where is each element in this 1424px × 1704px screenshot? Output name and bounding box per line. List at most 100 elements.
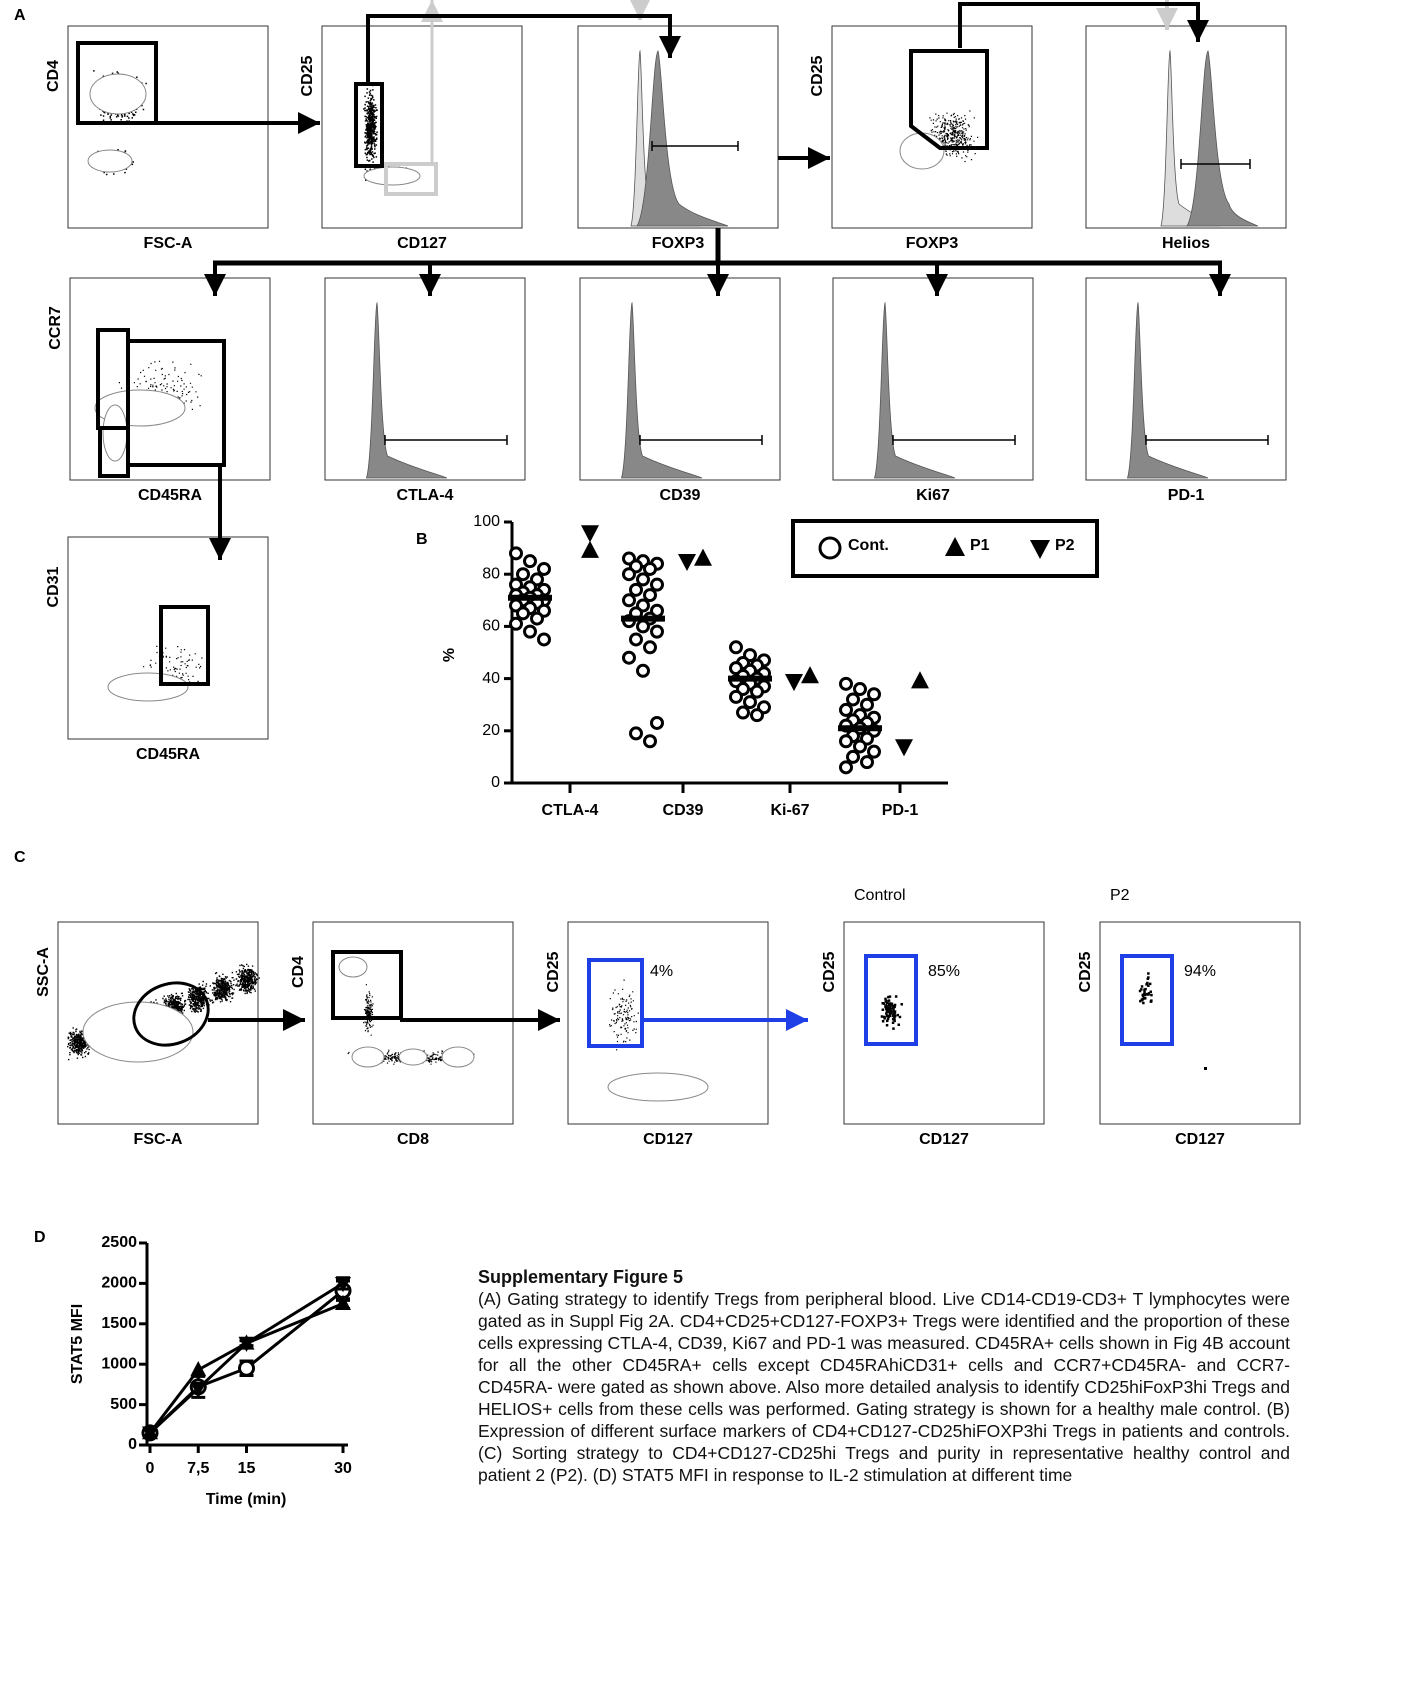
data-point: [636, 619, 650, 634]
data-point: [895, 739, 913, 757]
plot-frame: [67, 536, 269, 740]
histogram: [1186, 50, 1259, 227]
gate-label: 85%: [928, 963, 960, 980]
data-point: [650, 624, 664, 639]
x-axis-label: FSC-A: [134, 1131, 183, 1148]
data-point: [335, 1277, 351, 1293]
contour: [441, 1046, 475, 1068]
data-point: [867, 687, 881, 702]
data-point: [636, 663, 650, 678]
y-tick-label: 40: [482, 670, 500, 687]
arrow-head: [283, 1009, 305, 1031]
y-tick-label: 0: [491, 774, 500, 791]
y-tick-label: 2000: [101, 1275, 137, 1292]
data-point: [643, 561, 657, 576]
data-point: [622, 650, 636, 665]
x-axis-label: FSC-A: [144, 235, 193, 252]
gate-label: 4%: [650, 963, 673, 980]
contour: [102, 404, 128, 462]
legend-label: Cont.: [848, 537, 889, 554]
events: [363, 84, 378, 167]
data-point: [839, 702, 853, 717]
x-axis-label: FOXP3: [652, 235, 705, 252]
histogram: [636, 50, 729, 227]
arrow-line: [213, 228, 1222, 266]
gate: [331, 950, 403, 1020]
data-point: [190, 1361, 207, 1377]
arrow-head: [630, 0, 650, 20]
contour: [607, 1072, 709, 1102]
caption-text: (A) Gating strategy to identify Tregs fr…: [478, 1289, 1290, 1485]
y-tick-label: 1000: [101, 1355, 137, 1372]
y-tick-label: 1500: [101, 1315, 137, 1332]
y-tick-label: 80: [482, 565, 500, 582]
data-point: [846, 749, 860, 764]
y-axis-label: STAT5 MFI: [69, 1304, 86, 1384]
data-point: [729, 689, 743, 704]
data-point: [643, 640, 657, 655]
x-axis-label: CD127: [919, 1131, 969, 1148]
contour: [363, 166, 421, 186]
gate: [384, 162, 438, 196]
data-point: [516, 606, 530, 621]
legend-marker: [818, 536, 842, 560]
data-point: [678, 553, 696, 572]
events: [184, 980, 211, 1013]
data-point: [537, 561, 551, 576]
data-point: [846, 692, 860, 707]
data-point: [643, 588, 657, 603]
x-axis-label: CD8: [397, 1131, 429, 1148]
data-point: [650, 715, 664, 730]
data-point: [238, 1336, 255, 1352]
arrow-head: [707, 274, 729, 296]
arrow-head: [1187, 20, 1209, 42]
x-axis-label: PD-1: [1168, 487, 1205, 504]
gate: [126, 339, 226, 467]
gate: [587, 958, 644, 1048]
range-marker: [639, 435, 763, 445]
x-axis-label: Ki67: [916, 487, 950, 504]
data-point: [911, 671, 929, 689]
x-tick-label: CD39: [663, 802, 704, 819]
arrow-head: [538, 1009, 560, 1031]
gate: [909, 49, 989, 150]
data-point: [622, 593, 636, 608]
events: [1138, 972, 1153, 1005]
panel-label: B: [416, 531, 428, 548]
y-tick-label: 100: [473, 513, 500, 530]
events: [235, 963, 260, 995]
data-point: [509, 546, 523, 561]
x-tick-label: 0: [146, 1460, 155, 1477]
axis: [510, 522, 948, 785]
events: [609, 979, 639, 1051]
series-line: [148, 1302, 344, 1434]
y-axis-label: CCR7: [47, 306, 64, 350]
data-point: [750, 684, 764, 699]
events: [880, 995, 903, 1030]
plot-frame: [831, 25, 1033, 229]
events: [162, 992, 187, 1024]
data-point: [853, 682, 867, 697]
x-axis-label: CD45RA: [138, 487, 202, 504]
y-axis-label: CD31: [45, 566, 62, 607]
y-tick-label: 2500: [101, 1234, 137, 1251]
event: [1204, 1067, 1207, 1070]
contour: [89, 73, 147, 115]
x-tick-label: 7,5: [187, 1460, 209, 1477]
x-axis-label: CD127: [1175, 1131, 1225, 1148]
data-point: [839, 734, 853, 749]
data-point: [530, 611, 544, 626]
arrow-head: [298, 112, 320, 134]
gate: [132, 981, 210, 1047]
contour: [107, 672, 189, 702]
gate: [98, 426, 130, 478]
gate: [1120, 954, 1174, 1046]
gate: [864, 954, 918, 1046]
gate: [159, 605, 210, 686]
legend-label: P1: [970, 537, 990, 554]
histogram: [873, 301, 956, 479]
plot-frame: [1099, 921, 1301, 1125]
data-point: [629, 582, 643, 597]
x-tick-label: CTLA-4: [542, 802, 599, 819]
x-tick-label: 15: [238, 1460, 256, 1477]
